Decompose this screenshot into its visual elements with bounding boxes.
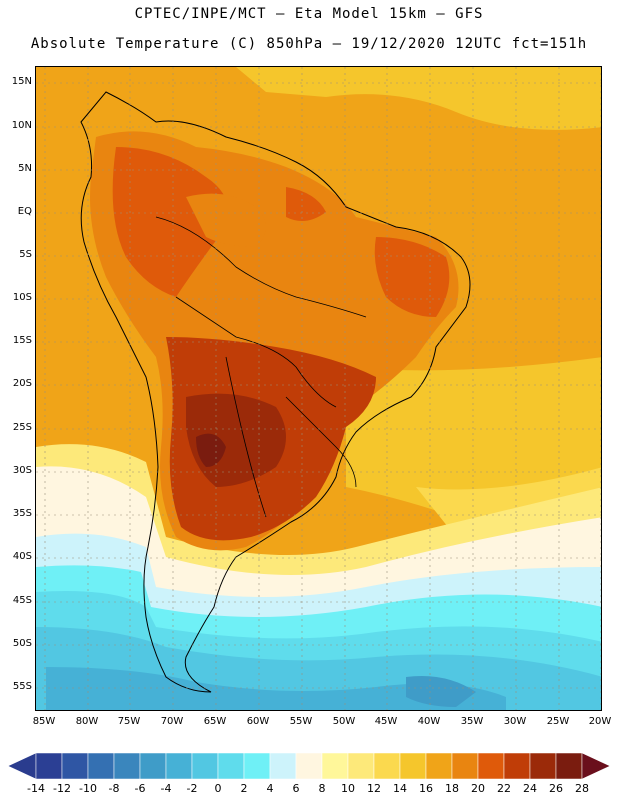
field-north-band <box>236 67 601 130</box>
colorbar-bin <box>425 752 453 780</box>
colorbar-extend-high <box>581 752 611 780</box>
colorbar-tick-label: -2 <box>186 782 198 795</box>
colorbar-bin <box>139 752 167 780</box>
lat-label: 5S <box>19 249 32 260</box>
field-south-blue-2 <box>46 667 506 710</box>
colorbar-tick-label: 0 <box>214 782 222 795</box>
colorbar-bin <box>269 752 297 780</box>
border-line-2 <box>175 296 337 408</box>
colorbar-bin <box>61 752 89 780</box>
colorbar-bin <box>347 752 375 780</box>
colorbar-tick-label: 12 <box>367 782 381 795</box>
lon-label: 50W <box>332 716 356 727</box>
border-line-4 <box>285 396 357 488</box>
lat-label: 15N <box>11 76 32 87</box>
lat-label: 50S <box>12 638 32 649</box>
lon-label: 35W <box>460 716 484 727</box>
lon-label: 85W <box>32 716 56 727</box>
lat-label: 20S <box>12 378 32 389</box>
colorbar-bin <box>477 752 505 780</box>
colorbar-bin <box>503 752 531 780</box>
colorbar-bin <box>399 752 427 780</box>
colorbar-tick-label: 20 <box>471 782 485 795</box>
colorbar-tick-label: 8 <box>318 782 326 795</box>
lon-label: 65W <box>203 716 227 727</box>
lon-label: 45W <box>374 716 398 727</box>
field-amazon-west <box>186 193 266 247</box>
colorbar-tick-label: 26 <box>549 782 563 795</box>
colorbar-bin <box>529 752 557 780</box>
colorbar-tick-label: -8 <box>108 782 120 795</box>
colorbar-extend-low <box>7 752 37 780</box>
lat-label: 15S <box>12 335 32 346</box>
lon-label: 55W <box>289 716 313 727</box>
lat-label: 30S <box>12 465 32 476</box>
colorbar-tick-label: 2 <box>240 782 248 795</box>
colorbar <box>7 752 611 780</box>
lat-label: 25S <box>12 422 32 433</box>
colorbar-bin <box>321 752 349 780</box>
colorbar-tick-label: -6 <box>134 782 146 795</box>
colorbar-tick-label: 10 <box>341 782 355 795</box>
colorbar-bin <box>87 752 115 780</box>
colorbar-tick-label: 6 <box>292 782 300 795</box>
colorbar-bin <box>113 752 141 780</box>
map-title-line-1: CPTEC/INPE/MCT – Eta Model 15km – GFS <box>134 6 484 22</box>
colorbar-tick-label: 18 <box>445 782 459 795</box>
lon-label: 80W <box>75 716 99 727</box>
colorbar-bin <box>243 752 271 780</box>
lon-label: 30W <box>503 716 527 727</box>
lon-label: 70W <box>160 716 184 727</box>
colorbar-tick-label: -4 <box>160 782 172 795</box>
colorbar-tick-label: -14 <box>27 782 45 795</box>
temperature-map <box>35 66 602 711</box>
colorbar-tick-label: 24 <box>523 782 537 795</box>
lat-label: 10S <box>12 292 32 303</box>
lat-label: 10N <box>11 120 32 131</box>
colorbar-tick-label: -10 <box>79 782 97 795</box>
colorbar-bin <box>373 752 401 780</box>
field-south-blue-3 <box>406 676 476 707</box>
coastline <box>80 91 471 693</box>
colorbar-tick-label: 14 <box>393 782 407 795</box>
lat-label: 40S <box>12 551 32 562</box>
colorbar-bin <box>295 752 323 780</box>
lon-label: 25W <box>546 716 570 727</box>
field-northeast-hot <box>374 237 450 317</box>
colorbar-tick-label: -12 <box>53 782 71 795</box>
border-line-3 <box>225 356 267 518</box>
field-chaco-core <box>196 433 226 467</box>
lon-label: 60W <box>246 716 270 727</box>
colorbar-bin <box>451 752 479 780</box>
lon-label: 75W <box>117 716 141 727</box>
colorbar-tick-label: 4 <box>266 782 274 795</box>
colorbar-bin <box>191 752 219 780</box>
lon-label: 40W <box>417 716 441 727</box>
field-guiana-hot <box>286 187 326 221</box>
colorbar-tick-label: 22 <box>497 782 511 795</box>
temperature-field <box>36 67 601 710</box>
map-title-line-2: Absolute Temperature (C) 850hPa – 19/12/… <box>30 36 588 52</box>
lat-label: EQ <box>17 206 32 217</box>
colorbar-bin <box>555 752 583 780</box>
colorbar-tick-label: 16 <box>419 782 433 795</box>
border-line-1 <box>155 216 367 318</box>
lat-label: 35S <box>12 508 32 519</box>
colorbar-bin <box>217 752 245 780</box>
colorbar-bin <box>35 752 63 780</box>
colorbar-bin <box>165 752 193 780</box>
lon-label: 20W <box>588 716 612 727</box>
graticule <box>36 67 601 710</box>
lat-label: 5N <box>18 163 32 174</box>
colorbar-tick-label: 28 <box>575 782 589 795</box>
lat-label: 45S <box>12 595 32 606</box>
lat-label: 55S <box>12 681 32 692</box>
